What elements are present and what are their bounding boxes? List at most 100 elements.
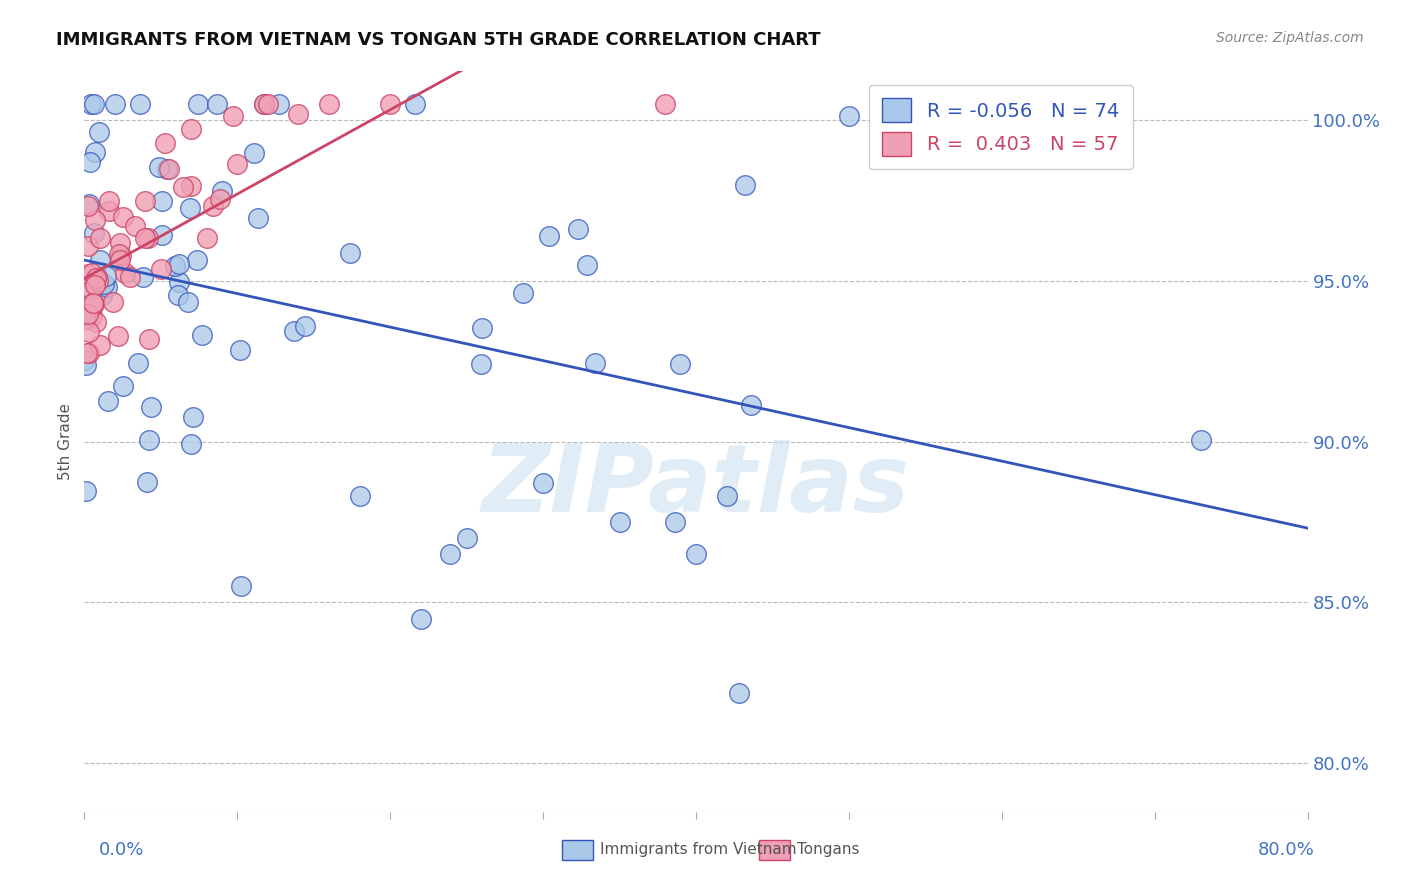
Point: [134, 194, 156, 209]
Point: [80, 96, 103, 111]
Point: [380, 96, 402, 111]
Point: [409, 611, 432, 625]
Point: [668, 357, 690, 371]
Point: [79, 301, 101, 316]
Point: [149, 262, 172, 277]
Point: [77, 307, 100, 321]
Point: [191, 328, 214, 343]
Point: [180, 437, 202, 451]
Point: [98, 194, 121, 209]
Point: [96, 280, 118, 294]
Point: [76, 346, 98, 360]
Point: [470, 321, 492, 335]
Point: [114, 266, 136, 280]
Point: [73, 353, 96, 368]
Point: [167, 288, 190, 302]
Point: [167, 257, 190, 271]
Point: [80, 282, 103, 296]
Point: [201, 199, 224, 213]
Point: [77, 267, 100, 281]
Point: [86, 271, 108, 285]
Point: [150, 227, 173, 242]
Text: Immigrants from Vietnam: Immigrants from Vietnam: [600, 842, 797, 856]
Point: [177, 294, 200, 309]
Point: [73, 312, 96, 326]
Point: [439, 547, 461, 561]
Point: [89, 125, 111, 139]
Point: [73, 288, 96, 302]
Point: [84, 212, 107, 227]
Point: [77, 196, 100, 211]
Point: [83, 297, 105, 311]
Text: 0.0%: 0.0%: [98, 841, 143, 859]
Point: [97, 393, 120, 408]
Point: [222, 109, 245, 123]
Point: [138, 433, 160, 447]
Point: [685, 547, 707, 561]
Point: [283, 324, 305, 338]
Point: [82, 300, 104, 314]
Point: [716, 489, 738, 503]
Point: [456, 531, 478, 545]
Point: [83, 226, 105, 240]
Point: [226, 157, 249, 171]
Point: [740, 398, 762, 412]
Point: [156, 162, 179, 177]
Point: [181, 410, 204, 425]
Point: [208, 193, 231, 207]
Point: [727, 685, 749, 699]
Point: [157, 161, 180, 176]
Point: [165, 259, 187, 273]
Point: [257, 96, 280, 111]
Point: [101, 295, 124, 310]
Y-axis label: 5th Grade: 5th Grade: [58, 403, 73, 480]
Text: 80.0%: 80.0%: [1258, 841, 1315, 859]
Point: [91, 288, 114, 302]
Point: [89, 338, 111, 352]
Point: [838, 110, 860, 124]
Point: [664, 515, 686, 529]
Point: [247, 211, 270, 225]
Point: [111, 211, 134, 225]
Point: [82, 266, 104, 280]
Text: Tongans: Tongans: [797, 842, 859, 856]
Point: [112, 378, 135, 392]
Point: [583, 356, 606, 370]
Text: IMMIGRANTS FROM VIETNAM VS TONGAN 5TH GRADE CORRELATION CHART: IMMIGRANTS FROM VIETNAM VS TONGAN 5TH GR…: [56, 31, 821, 49]
Point: [134, 230, 156, 244]
Point: [229, 343, 252, 358]
Point: [207, 96, 229, 111]
Point: [103, 96, 125, 111]
Point: [87, 274, 110, 288]
Point: [80, 309, 103, 323]
Point: [148, 160, 170, 174]
Point: [169, 275, 191, 289]
Text: Source: ZipAtlas.com: Source: ZipAtlas.com: [1216, 31, 1364, 45]
Point: [186, 253, 208, 268]
Legend: R = -0.056   N = 74, R =  0.403   N = 57: R = -0.056 N = 74, R = 0.403 N = 57: [869, 85, 1133, 169]
Point: [211, 184, 233, 198]
Point: [132, 270, 155, 285]
Point: [82, 296, 104, 310]
Point: [138, 332, 160, 346]
Point: [124, 219, 146, 234]
Point: [127, 356, 149, 370]
Point: [93, 277, 115, 292]
Point: [94, 268, 117, 283]
Point: [609, 515, 631, 529]
Point: [83, 96, 105, 111]
Point: [155, 136, 177, 150]
Point: [136, 475, 159, 489]
Point: [107, 328, 129, 343]
Point: [512, 286, 534, 301]
Point: [108, 253, 131, 268]
Point: [253, 96, 276, 111]
Point: [1189, 434, 1212, 448]
Point: [654, 96, 676, 111]
Point: [141, 401, 163, 415]
Point: [82, 296, 104, 310]
Point: [531, 476, 554, 491]
Point: [77, 199, 100, 213]
Point: [108, 235, 131, 250]
Bar: [759, 840, 790, 860]
